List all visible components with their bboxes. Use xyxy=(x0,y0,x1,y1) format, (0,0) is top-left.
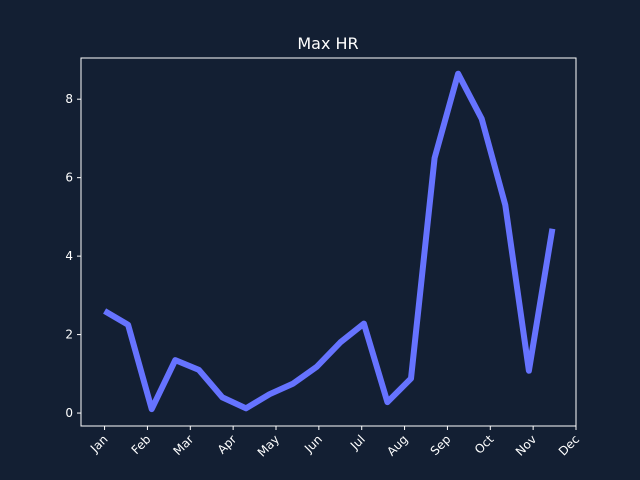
series-line xyxy=(103,70,556,413)
y-tick-label: 6 xyxy=(65,171,73,185)
y-tick-label: 8 xyxy=(65,92,73,106)
y-tick-label: 4 xyxy=(65,249,73,263)
y-tick-label: 0 xyxy=(65,406,73,420)
axes-frame xyxy=(80,57,577,427)
chart-title: Max HR xyxy=(297,34,358,53)
y-tick-label: 2 xyxy=(65,328,73,342)
